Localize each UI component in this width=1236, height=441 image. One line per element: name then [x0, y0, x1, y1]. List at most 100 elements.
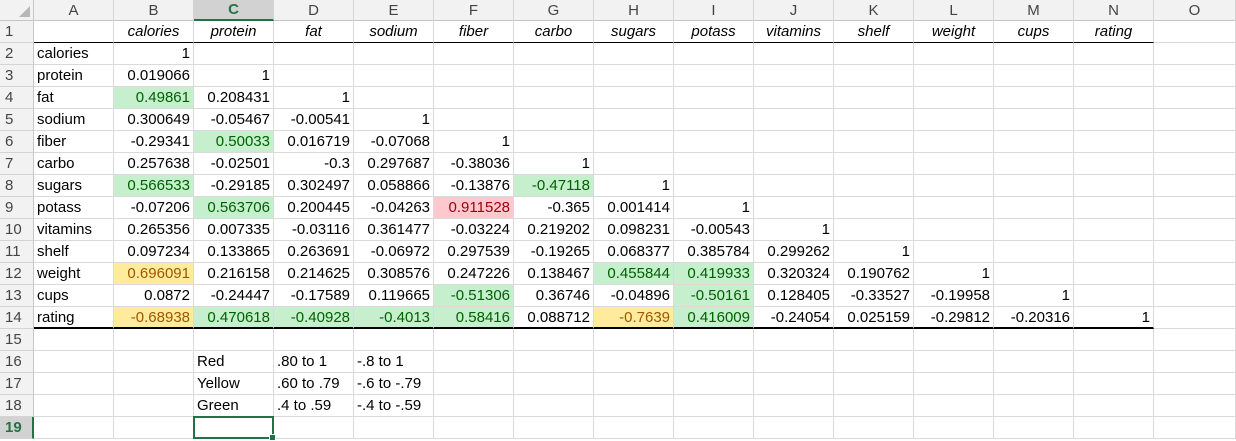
- cell-h16[interactable]: [594, 351, 674, 373]
- cell-f4[interactable]: [434, 87, 514, 109]
- cell-o4[interactable]: [1154, 87, 1236, 109]
- correlation-value[interactable]: 1: [274, 87, 354, 109]
- cell-d3[interactable]: [274, 65, 354, 87]
- correlation-value[interactable]: 0.58416: [434, 307, 514, 329]
- cell-a16[interactable]: [34, 351, 114, 373]
- cell-l5[interactable]: [914, 109, 994, 131]
- cell-n5[interactable]: [1074, 109, 1154, 131]
- cell-d2[interactable]: [274, 43, 354, 65]
- column-header-k[interactable]: K: [834, 0, 914, 21]
- cell-m19[interactable]: [994, 417, 1074, 439]
- correlation-value[interactable]: 0.263691: [274, 241, 354, 263]
- cell-n8[interactable]: [1074, 175, 1154, 197]
- correlation-value[interactable]: 0.302497: [274, 175, 354, 197]
- cell-k19[interactable]: [834, 417, 914, 439]
- cell-h4[interactable]: [594, 87, 674, 109]
- cell-k4[interactable]: [834, 87, 914, 109]
- correlation-value[interactable]: 0.320324: [754, 263, 834, 285]
- cell-k3[interactable]: [834, 65, 914, 87]
- cell-d19[interactable]: [274, 417, 354, 439]
- matrix-row-label-cups[interactable]: cups: [34, 285, 114, 307]
- row-header-4[interactable]: 4: [0, 87, 34, 109]
- correlation-value[interactable]: 0.470618: [194, 307, 274, 329]
- correlation-value[interactable]: 0.208431: [194, 87, 274, 109]
- cell-f17[interactable]: [434, 373, 514, 395]
- cell-b19[interactable]: [114, 417, 194, 439]
- cell-o7[interactable]: [1154, 153, 1236, 175]
- correlation-value[interactable]: -0.29185: [194, 175, 274, 197]
- correlation-value[interactable]: -0.05467: [194, 109, 274, 131]
- cell-n11[interactable]: [1074, 241, 1154, 263]
- cell-g16[interactable]: [514, 351, 594, 373]
- cell-o15[interactable]: [1154, 329, 1236, 351]
- cell-j16[interactable]: [754, 351, 834, 373]
- cell-o14[interactable]: [1154, 307, 1236, 329]
- correlation-value[interactable]: 0.247226: [434, 263, 514, 285]
- row-header-15[interactable]: 15: [0, 329, 34, 351]
- correlation-value[interactable]: 1: [834, 241, 914, 263]
- cell-i16[interactable]: [674, 351, 754, 373]
- cell-l17[interactable]: [914, 373, 994, 395]
- correlation-value[interactable]: 0.200445: [274, 197, 354, 219]
- correlation-value[interactable]: -0.04263: [354, 197, 434, 219]
- row-header-5[interactable]: 5: [0, 109, 34, 131]
- select-all-corner[interactable]: [0, 0, 34, 21]
- column-header-h[interactable]: H: [594, 0, 674, 21]
- cell-j17[interactable]: [754, 373, 834, 395]
- correlation-value[interactable]: -0.33527: [834, 285, 914, 307]
- cell-i3[interactable]: [674, 65, 754, 87]
- cell-b18[interactable]: [114, 395, 194, 417]
- correlation-value[interactable]: 0.257638: [114, 153, 194, 175]
- matrix-row-label-shelf[interactable]: shelf: [34, 241, 114, 263]
- cell-h3[interactable]: [594, 65, 674, 87]
- correlation-value[interactable]: 0.190762: [834, 263, 914, 285]
- column-header-d[interactable]: D: [274, 0, 354, 21]
- cell-j6[interactable]: [754, 131, 834, 153]
- cell-j8[interactable]: [754, 175, 834, 197]
- cell-m12[interactable]: [994, 263, 1074, 285]
- correlation-value[interactable]: 0.36746: [514, 285, 594, 307]
- correlation-value[interactable]: -0.13876: [434, 175, 514, 197]
- cell-i5[interactable]: [674, 109, 754, 131]
- cell-c15[interactable]: [194, 329, 274, 351]
- correlation-value[interactable]: -0.02501: [194, 153, 274, 175]
- correlation-value[interactable]: 0.068377: [594, 241, 674, 263]
- cell-k9[interactable]: [834, 197, 914, 219]
- legend-negative-range[interactable]: -.6 to -.79: [354, 373, 434, 395]
- correlation-value[interactable]: -0.29812: [914, 307, 994, 329]
- correlation-value[interactable]: 0.098231: [594, 219, 674, 241]
- correlation-value[interactable]: 0.019066: [114, 65, 194, 87]
- legend-label-green[interactable]: Green: [194, 395, 274, 417]
- cell-m18[interactable]: [994, 395, 1074, 417]
- cell-h15[interactable]: [594, 329, 674, 351]
- correlation-value[interactable]: 0.214625: [274, 263, 354, 285]
- row-header-17[interactable]: 17: [0, 373, 34, 395]
- correlation-value[interactable]: 0.119665: [354, 285, 434, 307]
- cell-l11[interactable]: [914, 241, 994, 263]
- correlation-value[interactable]: 0.455844: [594, 263, 674, 285]
- cell-f18[interactable]: [434, 395, 514, 417]
- cell-m6[interactable]: [994, 131, 1074, 153]
- cell-a1[interactable]: [34, 21, 114, 43]
- correlation-value[interactable]: -0.00543: [674, 219, 754, 241]
- cell-o1[interactable]: [1154, 21, 1236, 43]
- matrix-row-label-weight[interactable]: weight: [34, 263, 114, 285]
- cell-k2[interactable]: [834, 43, 914, 65]
- matrix-row-label-sugars[interactable]: sugars: [34, 175, 114, 197]
- correlation-value[interactable]: -0.40928: [274, 307, 354, 329]
- correlation-value[interactable]: 1: [754, 219, 834, 241]
- cell-g3[interactable]: [514, 65, 594, 87]
- correlation-value[interactable]: -0.07206: [114, 197, 194, 219]
- cell-m11[interactable]: [994, 241, 1074, 263]
- row-header-6[interactable]: 6: [0, 131, 34, 153]
- matrix-col-header-carbo[interactable]: carbo: [514, 21, 594, 43]
- cell-a17[interactable]: [34, 373, 114, 395]
- matrix-col-header-fiber[interactable]: fiber: [434, 21, 514, 43]
- cell-b15[interactable]: [114, 329, 194, 351]
- cell-o3[interactable]: [1154, 65, 1236, 87]
- matrix-col-header-cups[interactable]: cups: [994, 21, 1074, 43]
- cell-o9[interactable]: [1154, 197, 1236, 219]
- correlation-value[interactable]: 1: [354, 109, 434, 131]
- column-header-a[interactable]: A: [34, 0, 114, 21]
- cell-n4[interactable]: [1074, 87, 1154, 109]
